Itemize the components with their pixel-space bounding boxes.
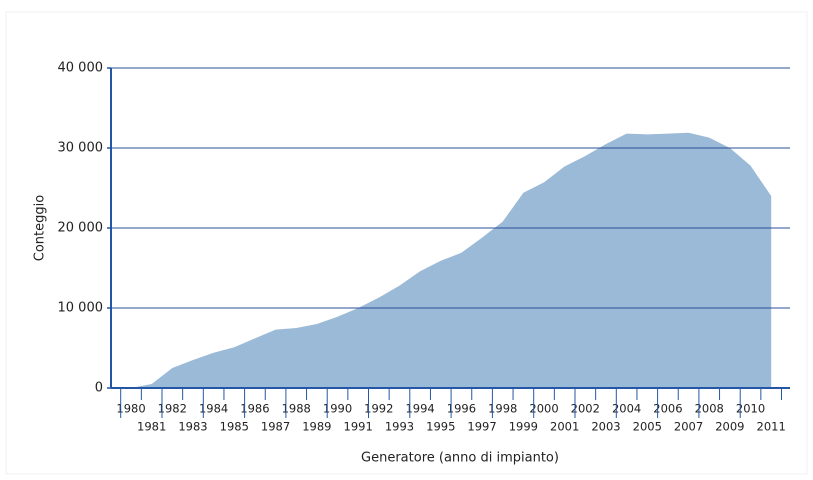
x-tick-label: 2004: [612, 402, 641, 416]
x-tick-label: 1985: [220, 420, 249, 434]
x-tick-label: 1980: [116, 402, 145, 416]
x-tick-label: 2002: [571, 402, 600, 416]
x-tick-label: 2000: [529, 402, 558, 416]
x-tick-label: 2001: [550, 420, 579, 434]
x-tick-label: 1989: [302, 420, 331, 434]
x-tick-label: 2008: [695, 402, 724, 416]
x-tick-label: 1992: [364, 402, 393, 416]
x-tick-label: 1994: [405, 402, 434, 416]
x-tick-label: 1993: [385, 420, 414, 434]
x-tick-label: 2011: [757, 420, 786, 434]
x-tick-label: 2009: [715, 420, 744, 434]
x-tick-label: 2003: [591, 420, 620, 434]
x-tick-label: 2007: [674, 420, 703, 434]
x-tick-label: 1982: [158, 402, 187, 416]
x-tick-label: 1991: [344, 420, 373, 434]
y-tick-label: 30 000: [58, 141, 104, 156]
area: [131, 132, 772, 388]
y-tick-label: 10 000: [58, 301, 104, 316]
x-tick-label: 2005: [633, 420, 662, 434]
x-tick-label: 1984: [199, 402, 228, 416]
x-tick-label: 1983: [178, 420, 207, 434]
y-axis-title: Conteggio: [33, 195, 48, 261]
x-tick-label: 1999: [509, 420, 538, 434]
y-tick-label: 0: [95, 381, 103, 396]
x-tick-label: 1995: [426, 420, 455, 434]
x-tick-label: 1987: [261, 420, 290, 434]
x-tick-label: 1996: [447, 402, 476, 416]
x-tick-label: 1997: [467, 420, 496, 434]
x-tick-label: 2010: [736, 402, 765, 416]
y-tick-label: 40 000: [58, 61, 104, 76]
x-tick-label: 1986: [240, 402, 269, 416]
x-tick-label: 1998: [488, 402, 517, 416]
x-tick-label: 1981: [137, 420, 166, 434]
x-tick-label: 1988: [282, 402, 311, 416]
x-tick-label: 1990: [323, 402, 352, 416]
y-tick-label: 20 000: [58, 221, 104, 236]
x-tick-label: 2006: [653, 402, 682, 416]
x-axis-title: Generatore (anno di impianto): [361, 451, 559, 466]
